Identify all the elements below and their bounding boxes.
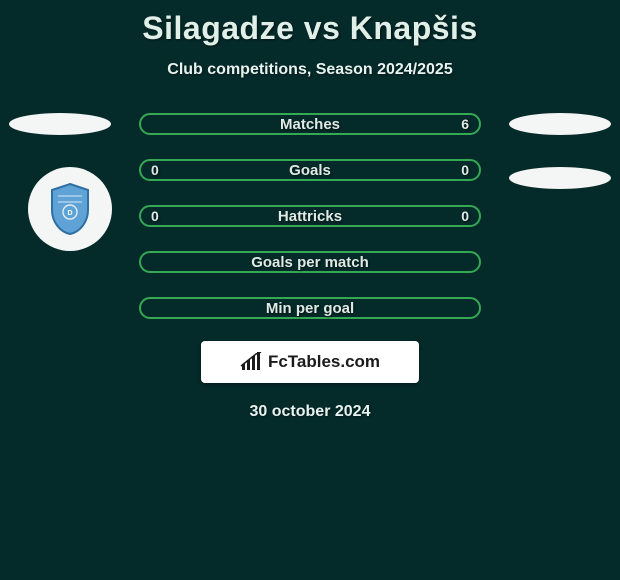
page-title: Silagadze vs Knapšis bbox=[142, 10, 477, 47]
stat-right-value: 6 bbox=[461, 116, 469, 132]
stat-row-hattricks: 0 Hattricks 0 bbox=[139, 205, 481, 227]
stat-label: Goals per match bbox=[251, 254, 369, 271]
stat-row-matches: Matches 6 bbox=[139, 113, 481, 135]
stat-label: Hattricks bbox=[278, 208, 342, 225]
stat-left-value: 0 bbox=[151, 162, 159, 178]
brand-link[interactable]: FcTables.com bbox=[201, 341, 419, 383]
widget-container: Silagadze vs Knapšis Club competitions, … bbox=[0, 0, 620, 421]
stat-right-value: 0 bbox=[461, 208, 469, 224]
date-text: 30 october 2024 bbox=[0, 403, 620, 421]
brand-label: FcTables.com bbox=[268, 352, 380, 372]
stat-right-value: 0 bbox=[461, 162, 469, 178]
stat-label: Min per goal bbox=[266, 300, 354, 317]
stat-label: Goals bbox=[289, 162, 331, 179]
svg-text:D: D bbox=[67, 210, 72, 217]
decor-ellipse-left-top bbox=[9, 113, 111, 135]
stats-area: D Matches 6 0 Goals 0 0 Hattricks 0 Goa bbox=[0, 113, 620, 421]
decor-ellipse-right-mid bbox=[509, 167, 611, 189]
stat-row-min-per-goal: Min per goal bbox=[139, 297, 481, 319]
stat-row-goals-per-match: Goals per match bbox=[139, 251, 481, 273]
stat-row-goals: 0 Goals 0 bbox=[139, 159, 481, 181]
subtitle: Club competitions, Season 2024/2025 bbox=[167, 61, 452, 79]
decor-ellipse-right-top bbox=[509, 113, 611, 135]
stat-label: Matches bbox=[280, 116, 340, 133]
bar-chart-icon bbox=[240, 352, 264, 372]
stat-rows: Matches 6 0 Goals 0 0 Hattricks 0 Goals … bbox=[139, 113, 481, 319]
stat-left-value: 0 bbox=[151, 208, 159, 224]
club-badge: D bbox=[28, 167, 112, 251]
shield-icon: D bbox=[48, 182, 92, 236]
